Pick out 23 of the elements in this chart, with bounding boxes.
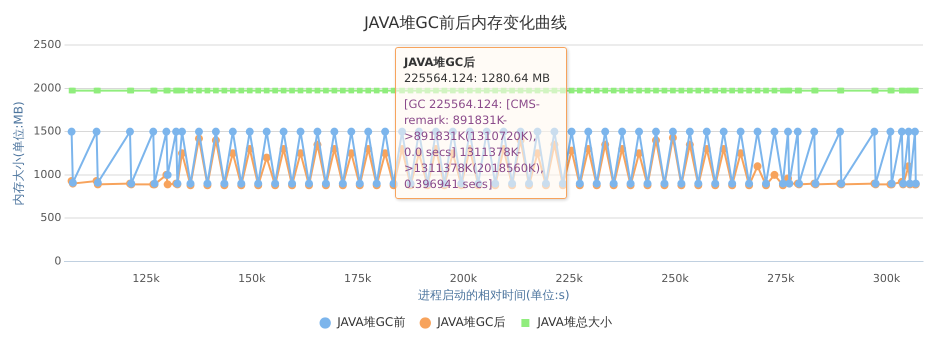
x-tick-label: 225k [556, 272, 584, 285]
y-tick-label: 0 [54, 254, 62, 268]
annotation: [GC 225564.124: [CMS-remark: 891831K->891831K(1310720K), 0.0 secs] 1311378K->1311378K(2018560K), 0.396941 secs] [404, 96, 545, 192]
x-tick-label: 300k [872, 272, 901, 285]
y-tick-label: 1500 [33, 124, 62, 138]
legend-label: JAVA堆总大小 [536, 315, 612, 330]
x-tick-label: 125k [132, 272, 160, 285]
legend-label: JAVA堆GC前 [336, 315, 406, 330]
y-tick-label: 500 [40, 211, 62, 224]
legend-label: JAVA堆GC后 [436, 315, 506, 330]
x-tick-label: 250k [661, 272, 690, 285]
chart-title: JAVA堆GC前后内存变化曲线 [363, 12, 567, 32]
x-tick-label: 150k [238, 272, 266, 285]
x-tick-label: 175k [344, 272, 372, 285]
annotation: 225564.124: 1280.64 MB [404, 70, 552, 86]
x-tick-label: 275k [767, 272, 796, 285]
y-axis-title: 内存大小(单位:MB) [11, 101, 26, 206]
x-axis-title: 进程启动的相对时间(单位:s) [418, 288, 570, 302]
annotation: JAVA堆GC后 [404, 54, 476, 70]
x-tick-label: 200k [450, 272, 478, 285]
y-tick-label: 2000 [33, 81, 62, 94]
y-tick-label: 2500 [33, 38, 62, 52]
y-tick-label: 1000 [33, 168, 62, 181]
